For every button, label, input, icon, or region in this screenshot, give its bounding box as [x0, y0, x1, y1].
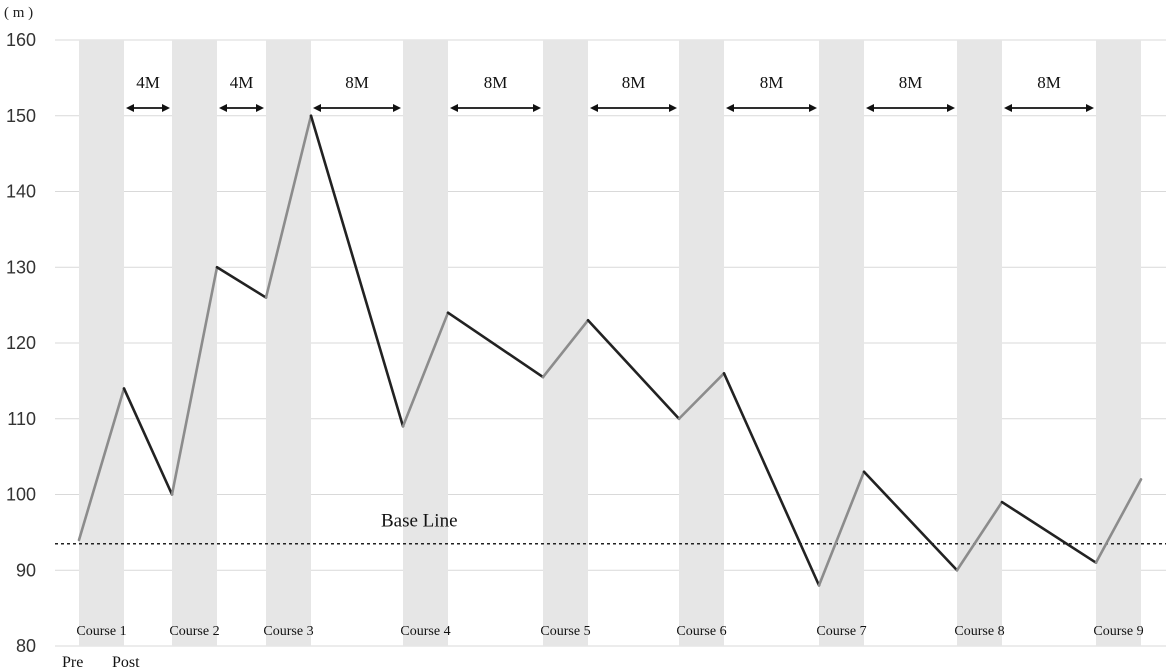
course-band: [266, 40, 311, 646]
course-label: Course 3: [263, 624, 313, 639]
arrow-head-right: [393, 104, 401, 112]
arrow-head-right: [809, 104, 817, 112]
course-label: Course 9: [1093, 624, 1143, 639]
arrow-head-right: [947, 104, 955, 112]
interval-arrow: [450, 104, 541, 112]
arrow-head-left: [219, 104, 227, 112]
interval-arrow: [1004, 104, 1094, 112]
course-label: Course 5: [540, 624, 590, 639]
y-tick-label: 140: [6, 182, 36, 202]
course-label: Course 8: [954, 624, 1004, 639]
y-tick-label: 80: [16, 636, 36, 656]
interval-label: 8M: [760, 73, 784, 92]
interval-arrow: [126, 104, 170, 112]
y-tick-label: 130: [6, 257, 36, 277]
y-unit-label: ( m ): [4, 5, 33, 21]
y-tick-label: 160: [6, 30, 36, 50]
within-course-segment: [77, 387, 126, 542]
course-band: [79, 40, 124, 646]
between-course-segment: [446, 311, 545, 379]
y-tick-label: 90: [16, 560, 36, 580]
arrow-head-right: [669, 104, 677, 112]
arrow-head-left: [126, 104, 134, 112]
course-label: Course 4: [400, 624, 450, 639]
course-band: [403, 40, 448, 646]
arrow-head-right: [533, 104, 541, 112]
course-band: [957, 40, 1002, 646]
between-course-segment: [586, 318, 681, 421]
interval-arrow: [726, 104, 817, 112]
course-label: Course 2: [169, 624, 219, 639]
interval-layer: 4M 4M 8M 8M 8M 8M 8M 8M: [126, 73, 1094, 112]
within-course-segment: [817, 470, 866, 587]
within-course-segment: [541, 318, 590, 379]
arrow-head-left: [590, 104, 598, 112]
arrow-head-left: [450, 104, 458, 112]
course-label: Course 7: [816, 624, 866, 639]
baseline-label: Base Line: [381, 511, 458, 532]
series-line-layer: [77, 114, 1143, 587]
interval-label: 8M: [622, 73, 646, 92]
arrow-head-right: [162, 104, 170, 112]
interval-arrow: [219, 104, 264, 112]
interval-label: 8M: [899, 73, 923, 92]
interval-label: 8M: [1037, 73, 1061, 92]
course-band: [819, 40, 864, 646]
between-course-segment: [1000, 500, 1098, 564]
y-axis: ( m ) 80 90 100 110 120 130 140 150 160: [4, 5, 36, 656]
between-course-segment: [862, 470, 959, 572]
interval-label: 4M: [230, 73, 254, 92]
within-course-segment: [264, 114, 313, 299]
interval-label: 8M: [345, 73, 369, 92]
within-course-segment: [1094, 478, 1143, 564]
course-label-layer: Course 1 Course 2 Course 3 Course 4 Course 5…: [76, 624, 1143, 639]
course-band: [172, 40, 217, 646]
arrow-head-left: [866, 104, 874, 112]
within-course-segment: [170, 265, 219, 496]
between-course-segment: [309, 114, 405, 428]
baseline-layer: Base Line: [55, 511, 1166, 545]
interval-label: 4M: [136, 73, 160, 92]
arrow-head-left: [726, 104, 734, 112]
interval-arrow: [590, 104, 677, 112]
arrow-head-left: [313, 104, 321, 112]
post-label: Post: [112, 654, 140, 671]
arrow-head-left: [1004, 104, 1012, 112]
y-tick-label: 100: [6, 485, 36, 505]
course-band: [679, 40, 724, 646]
y-tick-label: 110: [7, 409, 36, 429]
interval-label: 8M: [484, 73, 508, 92]
within-course-segment: [401, 311, 450, 428]
course-band-layer: [79, 40, 1141, 646]
pre-label: Pre: [62, 654, 83, 671]
interval-arrow: [866, 104, 955, 112]
y-tick-label: 150: [6, 106, 36, 126]
interval-arrow: [313, 104, 401, 112]
between-course-segment: [722, 371, 821, 587]
course-band: [543, 40, 588, 646]
within-course-segment: [677, 371, 726, 421]
between-course-segment: [122, 387, 174, 496]
course-label: Course 6: [676, 624, 726, 639]
course-band: [1096, 40, 1141, 646]
arrow-head-right: [1086, 104, 1094, 112]
within-course-segment: [955, 500, 1004, 572]
course-label: Course 1: [76, 624, 126, 639]
y-tick-label: 120: [6, 333, 36, 353]
arrow-head-right: [256, 104, 264, 112]
between-course-segment: [215, 265, 268, 299]
